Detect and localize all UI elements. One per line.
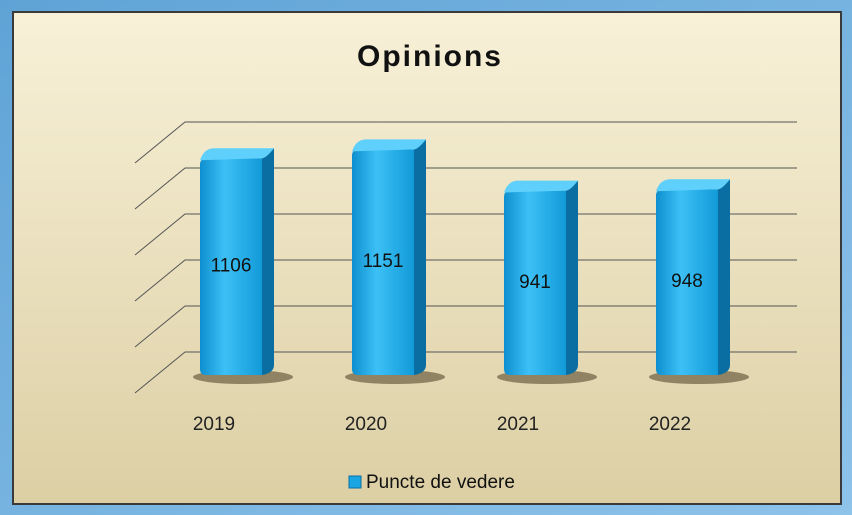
grid-line — [134, 305, 797, 348]
bar-top — [504, 180, 578, 193]
bar-top — [200, 148, 274, 161]
x-tick-label: 2021 — [497, 414, 539, 435]
data-label: 948 — [671, 271, 703, 292]
bar-side — [718, 179, 730, 375]
bar-side — [414, 139, 426, 375]
chart-title: Opinions — [357, 40, 503, 73]
bar — [200, 158, 262, 375]
bar — [656, 189, 718, 375]
grid-line — [134, 167, 797, 210]
grid-line — [134, 259, 797, 302]
bar-side — [566, 180, 578, 375]
grid-line — [134, 121, 797, 164]
data-label: 941 — [519, 272, 551, 293]
x-tick-label: 2019 — [193, 414, 235, 435]
grid-line — [134, 351, 797, 394]
data-label: 1151 — [363, 251, 404, 272]
x-tick-label: 2022 — [649, 414, 691, 435]
bar-side — [262, 148, 274, 375]
legend-label: Puncte de vedere — [366, 472, 515, 493]
x-tick-label: 2020 — [345, 414, 387, 435]
bar-top — [656, 179, 730, 192]
bar — [352, 149, 414, 375]
data-label: 1106 — [211, 256, 252, 277]
bar — [504, 190, 566, 375]
bar-top — [352, 139, 426, 152]
grid-line — [134, 213, 797, 256]
legend-swatch — [348, 475, 362, 489]
